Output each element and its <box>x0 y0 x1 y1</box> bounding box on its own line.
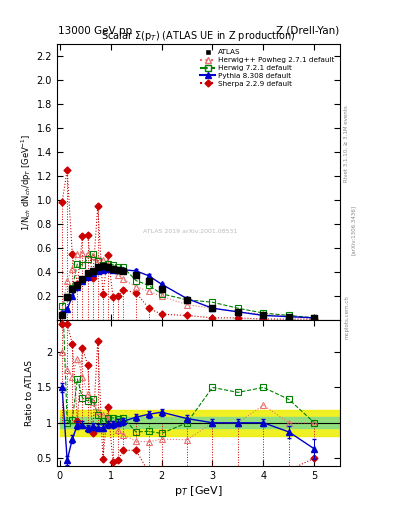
Text: Rivet 3.1.10, ≥ 3.1M events: Rivet 3.1.10, ≥ 3.1M events <box>344 105 349 182</box>
Y-axis label: 1/N$_{ch}$ dN$_{ch}$/dp$_T$ [GeV$^{-1}$]: 1/N$_{ch}$ dN$_{ch}$/dp$_T$ [GeV$^{-1}$] <box>19 133 34 230</box>
Text: ATLAS 2019 arXiv:2001.08531: ATLAS 2019 arXiv:2001.08531 <box>143 229 237 234</box>
Text: Z (Drell-Yan): Z (Drell-Yan) <box>275 26 339 36</box>
Title: Scalar $\Sigma$(p$_T$) (ATLAS UE in Z production): Scalar $\Sigma$(p$_T$) (ATLAS UE in Z pr… <box>101 29 296 44</box>
Text: mcplots.cern.ch: mcplots.cern.ch <box>344 295 349 339</box>
Legend: ATLAS, Herwig++ Powheg 2.7.1 default, Herwig 7.2.1 default, Pythia 8.308 default: ATLAS, Herwig++ Powheg 2.7.1 default, He… <box>198 47 336 89</box>
Text: 13000 GeV pp: 13000 GeV pp <box>58 26 132 36</box>
Text: [arXiv:1306.3436]: [arXiv:1306.3436] <box>351 205 356 255</box>
X-axis label: p$_T$ [GeV]: p$_T$ [GeV] <box>174 483 223 498</box>
Y-axis label: Ratio to ATLAS: Ratio to ATLAS <box>25 360 34 426</box>
